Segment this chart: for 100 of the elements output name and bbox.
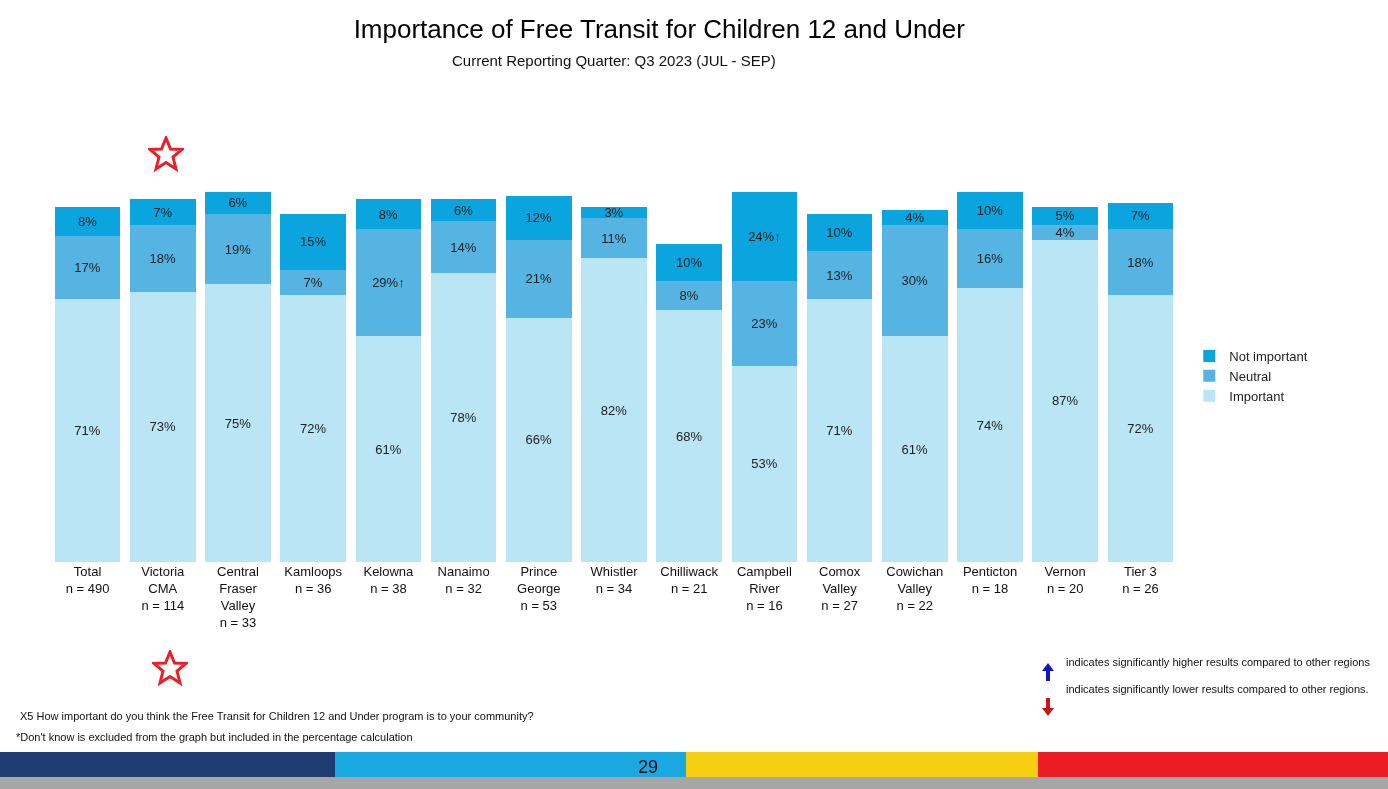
bar — [355, 199, 422, 229]
bar — [1107, 202, 1174, 229]
bar — [430, 273, 497, 562]
data-label: 7% — [303, 275, 323, 291]
x-tick-label: Tier 3 n = 26 — [1122, 564, 1159, 596]
data-label: 29%↑ — [372, 275, 405, 291]
bar — [205, 284, 271, 562]
data-label: 4% — [905, 210, 925, 226]
data-label: 61% — [901, 441, 929, 457]
data-label: 6% — [228, 195, 248, 211]
data-label: 82% — [600, 402, 628, 418]
bar — [581, 217, 647, 259]
data-label: 23% — [751, 315, 778, 331]
data-label: 12% — [525, 210, 553, 226]
bar — [957, 228, 1023, 289]
bar — [731, 191, 798, 281]
legend-label: Important — [1229, 388, 1285, 404]
data-label: 87% — [1051, 393, 1079, 409]
bar — [806, 299, 873, 562]
x-tick-label: Whistler n = 34 — [590, 564, 639, 596]
bar — [430, 199, 497, 222]
bar — [205, 191, 271, 215]
data-label: 10% — [976, 202, 1004, 218]
bar — [656, 310, 722, 562]
data-label: 71% — [74, 423, 101, 439]
text: *Don't know is excluded from the graph but included in the percentage calculation — [16, 731, 413, 743]
bar — [130, 225, 196, 292]
data-label: 8% — [77, 213, 98, 229]
data-label: 72% — [299, 421, 327, 437]
bar — [506, 239, 572, 318]
data-label: 8% — [679, 287, 699, 303]
bar — [731, 280, 798, 366]
data-label: 19% — [224, 241, 252, 257]
data-label: 4% — [1055, 225, 1075, 241]
bar — [506, 195, 572, 240]
data-label: 21% — [525, 271, 553, 287]
bar — [506, 317, 572, 562]
x-tick-label: Campbell River n = 16 — [736, 564, 792, 613]
text: X5 How important do you think the Free Transit for Children 12 and Under program is to your community? — [20, 710, 534, 722]
data-label: 6% — [453, 202, 474, 218]
x-tick-label: Central Fraser Valley n = 33 — [217, 564, 260, 630]
bar — [1107, 228, 1174, 296]
bar — [130, 199, 196, 226]
bar — [54, 236, 121, 300]
bar — [957, 288, 1023, 562]
bar — [882, 210, 948, 226]
bar — [656, 280, 722, 311]
bar — [54, 299, 121, 562]
bar — [355, 228, 422, 337]
text: 29 — [638, 757, 659, 778]
x-tick-label: Kelowna n = 38 — [363, 564, 415, 596]
data-label: 18% — [1127, 254, 1154, 270]
x-tick-label: Kamloops n = 36 — [284, 564, 343, 596]
data-label: 17% — [74, 260, 101, 276]
data-label: 16% — [976, 250, 1004, 266]
data-label: 5% — [1055, 208, 1075, 224]
x-tick-label: Prince George n = 53 — [517, 564, 561, 613]
text: indicates significantly higher results compared to other regions — [1066, 656, 1370, 668]
bar — [130, 291, 196, 562]
text: indicates significantly lower results compared to other regions. — [1066, 683, 1369, 695]
data-label: 71% — [826, 423, 853, 439]
data-label: 24%↑ — [748, 228, 781, 244]
data-label: 10% — [675, 254, 703, 270]
bar — [280, 295, 346, 562]
bar — [656, 243, 722, 281]
data-label: 30% — [901, 273, 929, 289]
bar — [806, 251, 873, 300]
bar — [581, 258, 647, 562]
bar — [882, 225, 948, 337]
x-tick-label: Vernon n = 20 — [1044, 564, 1086, 596]
bar — [205, 214, 271, 285]
data-label: 78% — [450, 410, 477, 426]
data-label: 10% — [826, 225, 853, 241]
x-tick-label: Victoria CMA n = 114 — [141, 564, 186, 613]
data-label: 74% — [976, 417, 1004, 433]
bar — [1032, 225, 1098, 240]
bar — [1032, 239, 1098, 562]
data-label: 7% — [153, 204, 173, 220]
data-label: 53% — [751, 456, 778, 472]
bar — [430, 221, 497, 274]
data-label: 73% — [149, 419, 177, 435]
data-label: 18% — [149, 250, 177, 266]
data-label: 15% — [299, 234, 327, 250]
legend-label: Not important — [1229, 349, 1308, 365]
chart-subtitle: Current Reporting Quarter: Q3 2023 (JUL - SEP) — [452, 52, 776, 69]
x-tick-label: Penticton n = 18 — [962, 564, 1018, 596]
legend-label: Neutral — [1229, 368, 1272, 384]
data-label: 75% — [224, 415, 252, 431]
data-label: 3% — [604, 204, 624, 220]
data-label: 11% — [601, 230, 627, 246]
bar — [1107, 295, 1174, 562]
bar — [806, 214, 873, 252]
data-label: 72% — [1127, 421, 1154, 437]
x-tick-label: Nanaimo n = 32 — [437, 564, 490, 596]
x-tick-label: Total n = 490 — [65, 564, 110, 596]
x-tick-label: Cowichan Valley n = 22 — [886, 564, 944, 613]
data-label: 13% — [826, 267, 853, 283]
x-tick-label: Comox Valley n = 27 — [819, 564, 861, 613]
bar — [355, 336, 422, 562]
x-tick-label: Chilliwack n = 21 — [660, 564, 719, 596]
